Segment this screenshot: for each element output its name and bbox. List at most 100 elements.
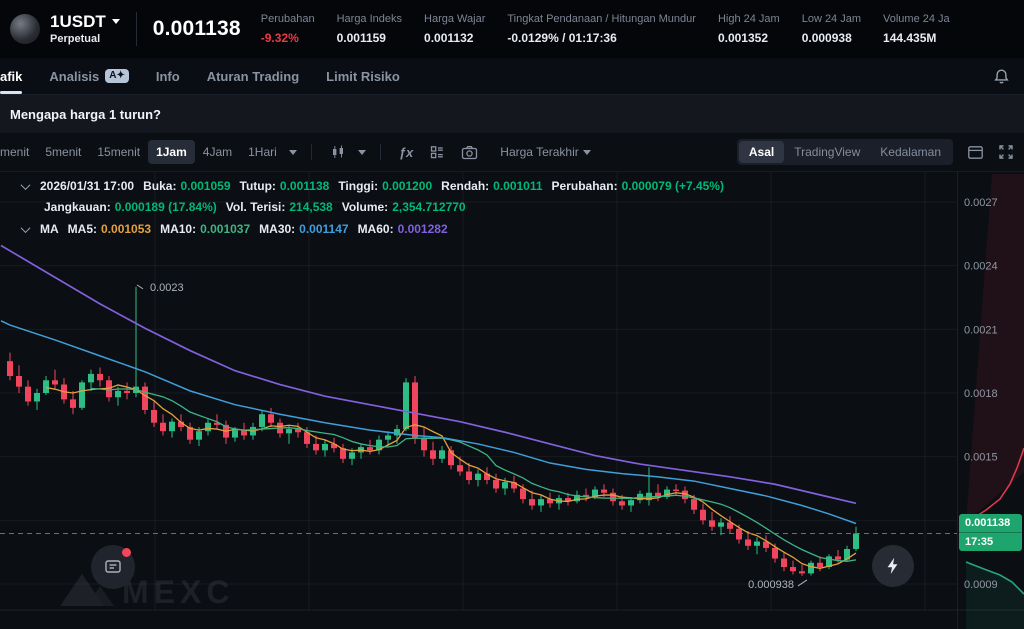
chevron-down-icon: [111, 19, 120, 25]
tab-bar: afik Analisis A✦ Info Aturan Trading Limit Ri…: [0, 58, 1024, 95]
right-tools: Asal TradingView Kedalaman: [736, 139, 1014, 165]
indicator-template-icon[interactable]: [429, 144, 445, 160]
candle-date: 2026/01/31 17:00: [40, 179, 135, 193]
chart-mode-switch: Asal TradingView Kedalaman: [736, 139, 953, 165]
svg-text:0.0027: 0.0027: [964, 197, 998, 209]
open-label: Buka:: [143, 179, 177, 193]
chart-toolbar: menit 5menit 15menit 1Jam 4Jam 1Hari ƒx Harga…: [0, 133, 1024, 172]
candle-style-caret-icon[interactable]: [357, 149, 366, 155]
timeframe-1Hari[interactable]: 1Hari: [248, 145, 277, 159]
ai-badge-icon: A✦: [105, 69, 129, 83]
notification-bell-icon[interactable]: [993, 68, 1010, 85]
stat-column: Tingkat Pendanaan / Hitungan Mundur -0.01…: [507, 13, 696, 45]
chart-area: MEXC 0.0023 0.000938 0.0027 0.0024 0.0021 0.00…: [0, 172, 1024, 629]
current-price-badge: 0.001138 17:35: [959, 514, 1022, 551]
filled-vol-label: Vol. Terisi:: [225, 200, 286, 214]
range-info-row: Jangkauan: 0.000189 (17.84%) Vol. Terisi:…: [44, 200, 466, 214]
timeframe-5menit[interactable]: 5menit: [45, 145, 82, 159]
ma10-label: MA10:: [160, 222, 197, 236]
separator: [310, 144, 312, 160]
ma60-label: MA60:: [357, 222, 394, 236]
high-label: Tinggi:: [338, 179, 379, 193]
candle-style-icon[interactable]: [330, 144, 346, 160]
tab-info[interactable]: Info: [155, 68, 180, 84]
symbol-block[interactable]: 1USDT Perpetual: [50, 12, 120, 46]
last-price: 0.001138: [152, 17, 241, 40]
svg-text:0.0024: 0.0024: [964, 261, 998, 273]
badge-price: 0.001138: [965, 517, 1011, 529]
mode-kedalaman[interactable]: Kedalaman: [880, 145, 941, 159]
camera-snapshot-icon[interactable]: [461, 145, 478, 160]
ma-info-row: MA MA5: 0.001053 MA10: 0.001037 MA30: 0.001…: [20, 222, 448, 236]
ma-title: MA: [40, 222, 59, 236]
timeframe-1Jam[interactable]: 1Jam: [148, 140, 195, 164]
stat-label: High 24 Jam: [717, 13, 780, 25]
price-chart[interactable]: MEXC 0.0023 0.000938 0.0027 0.0024 0.0021 0.00…: [0, 172, 1024, 629]
ma5-label: MA5:: [67, 222, 98, 236]
svg-text:MEXC: MEXC: [122, 574, 234, 610]
svg-text:0.000938: 0.000938: [748, 579, 794, 591]
tab-aturan-trading[interactable]: Aturan Trading: [206, 68, 300, 84]
chevron-down-icon: [582, 149, 591, 155]
stat-value: 144.435M: [883, 31, 937, 45]
tab-analisis[interactable]: Analisis A✦: [49, 58, 129, 94]
change-label: Perubahan:: [551, 179, 618, 193]
timeframes: menit 5menit 15menit 1Jam 4Jam 1Hari: [0, 140, 285, 164]
high-value: 0.001200: [382, 179, 433, 193]
stat-label: Harga Indeks: [336, 13, 403, 25]
stat-column: Harga Wajar 0.001132: [424, 13, 485, 45]
volume-value: 2,354.712770: [392, 200, 466, 214]
tab-afik[interactable]: afik: [0, 58, 23, 94]
price-type-dropdown[interactable]: Harga Terakhir: [500, 145, 591, 159]
close-label: Tutup:: [239, 179, 276, 193]
stat-label: Perubahan: [260, 13, 315, 25]
svg-text:0.0018: 0.0018: [964, 388, 998, 400]
stat-column: Harga Indeks 0.001159: [337, 13, 402, 45]
svg-text:0.0021: 0.0021: [964, 324, 998, 336]
insight-banner[interactable]: Mengapa harga 1 turun?: [0, 95, 1024, 133]
timeframe-more-caret-icon[interactable]: [288, 149, 297, 155]
indicators-fx-icon[interactable]: ƒx: [398, 144, 414, 160]
quick-trade-button[interactable]: [872, 545, 914, 587]
symbol: 1USDT: [50, 11, 106, 31]
collapse-chevron-icon[interactable]: [20, 179, 31, 190]
ma30-value: 0.001147: [299, 222, 349, 236]
mode-tradingview[interactable]: TradingView: [794, 145, 861, 159]
separator: [379, 144, 381, 160]
stat-label: Tingkat Pendanaan / Hitungan Mundur: [507, 13, 696, 25]
stat-label: Harga Wajar: [424, 13, 486, 25]
ma60-value: 0.001282: [397, 222, 448, 236]
svg-text:0.0009: 0.0009: [964, 579, 998, 591]
topbar: 1USDT Perpetual 0.001138 Perubahan -9.32%…: [0, 0, 1024, 58]
stat-column: Volume 24 Ja 144.435M: [883, 13, 950, 45]
stat-value: 0.001352: [717, 31, 768, 45]
announcement-chat-button[interactable]: [91, 545, 135, 589]
collapse-chevron-icon[interactable]: [20, 222, 31, 233]
open-value: 0.001059: [180, 179, 231, 193]
panel-layout-icon[interactable]: [967, 145, 984, 160]
tab-limit-risiko[interactable]: Limit Risiko: [326, 68, 400, 84]
range-value: 0.000189 (17.84%): [114, 200, 217, 214]
ma30-label: MA30:: [259, 222, 296, 236]
stat-column: High 24 Jam 0.001352: [718, 13, 780, 45]
fullscreen-icon[interactable]: [998, 144, 1014, 160]
stat-value: 0.000938: [801, 31, 852, 45]
stat-label: Volume 24 Ja: [883, 13, 950, 25]
timeframe-4Jam[interactable]: 4Jam: [202, 145, 233, 159]
change-value: 0.000079 (+7.45%): [621, 179, 724, 193]
stat-column: Perubahan -9.32%: [261, 13, 315, 45]
mode-asal[interactable]: Asal: [738, 141, 785, 163]
price-type-label: Harga Terakhir: [500, 145, 579, 159]
stat-label: Low 24 Jam: [801, 13, 862, 25]
banner-text: Mengapa harga 1 turun?: [10, 106, 161, 122]
low-label: Rendah:: [441, 179, 490, 193]
market-type: Perpetual: [50, 33, 101, 46]
stat-value: 0.001159: [336, 31, 386, 45]
timeframe-15menit[interactable]: 15menit: [97, 145, 141, 159]
ma10-value: 0.001037: [200, 222, 251, 236]
close-value: 0.001138: [279, 179, 330, 193]
volume-label: Volume:: [341, 200, 389, 214]
timeframe-menit[interactable]: menit: [0, 145, 30, 159]
topbar-stats: Perubahan -9.32% Harga Indeks 0.001159 Harga…: [261, 13, 1024, 45]
tabs-holder: afik Analisis A✦ Info Aturan Trading Limit Ri…: [0, 58, 400, 94]
